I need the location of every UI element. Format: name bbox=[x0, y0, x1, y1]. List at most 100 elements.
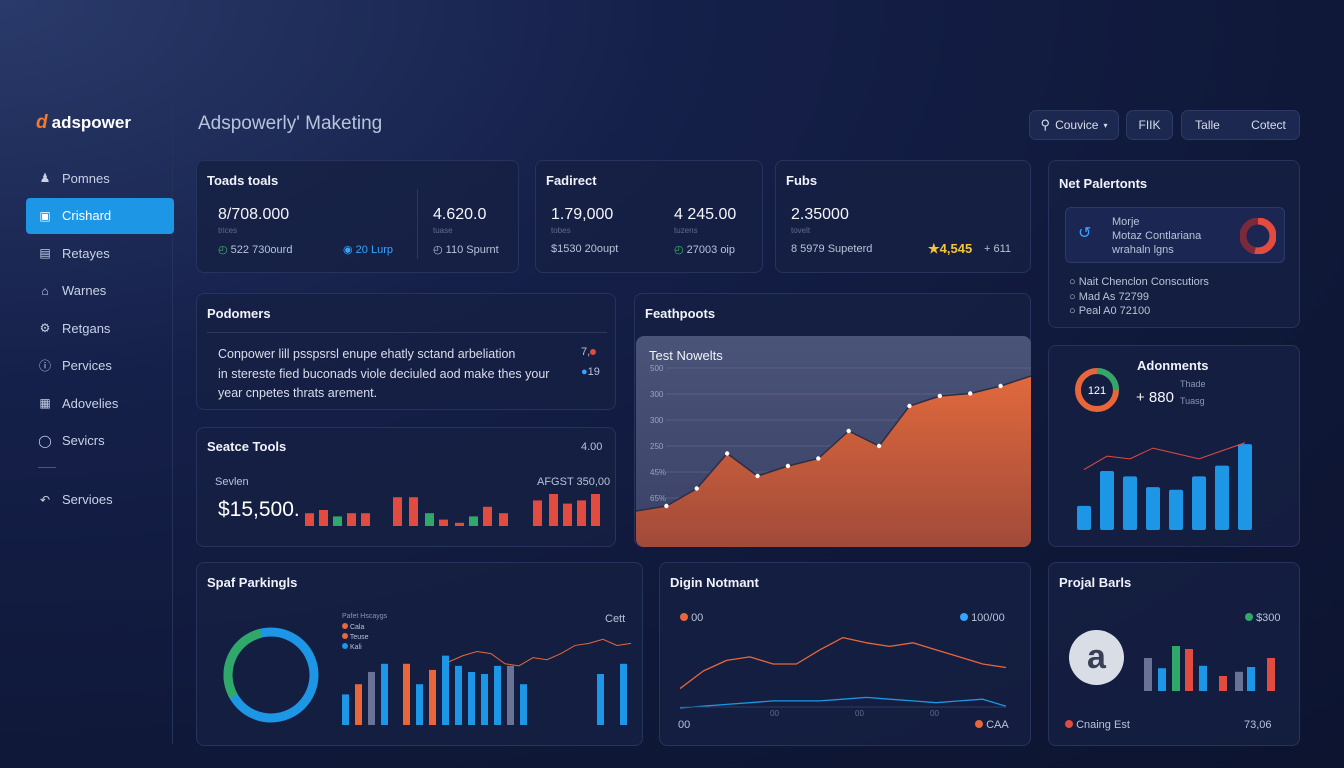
bar bbox=[442, 655, 449, 725]
sidebar-item-label: Warnes bbox=[62, 283, 107, 298]
bar bbox=[1215, 465, 1229, 530]
bar bbox=[1238, 444, 1252, 530]
search-button[interactable]: ⚲ Couvice ▾ bbox=[1029, 110, 1119, 140]
data-point bbox=[785, 463, 791, 469]
pin-icon: ● bbox=[581, 366, 588, 378]
sidebar-item-retayes[interactable]: ▤ Retayes bbox=[26, 235, 174, 271]
projal-bar-chart bbox=[1144, 646, 1275, 691]
stat-card-toads: Toads toals 8/708.000 trices ◴ 522 730ou… bbox=[196, 160, 519, 273]
talle-button[interactable]: Talle bbox=[1195, 118, 1220, 132]
legend-text: 100/00 bbox=[971, 612, 1005, 624]
sidebar-item-retgans[interactable]: ⚙ Retgans bbox=[26, 310, 174, 346]
data-point bbox=[968, 391, 973, 396]
bar bbox=[468, 671, 475, 725]
footer-text: Cnaing Est bbox=[1076, 719, 1130, 731]
star-icon: ★ bbox=[928, 241, 940, 256]
contact-button[interactable]: Cotect bbox=[1251, 118, 1286, 132]
bar bbox=[429, 669, 436, 725]
chat-icon: ◯ bbox=[38, 433, 52, 448]
nav-separator bbox=[38, 466, 56, 468]
data-point bbox=[937, 393, 943, 399]
spaf-bar-chart bbox=[342, 638, 632, 725]
sidebar-item-adovelies[interactable]: ▦ Adovelies bbox=[26, 385, 174, 421]
card-title: Seatce Tools bbox=[207, 439, 287, 454]
chevron-down-icon: ▾ bbox=[1103, 120, 1108, 130]
y-tick-label: 300 bbox=[650, 390, 664, 399]
brand-logo[interactable]: d adspower bbox=[36, 112, 131, 134]
folder-icon: ▣ bbox=[39, 208, 51, 223]
orange-dot bbox=[975, 720, 983, 728]
podomers-count-1: 7, bbox=[581, 346, 597, 358]
sidebar-item-crishard[interactable]: ▣ Crishard bbox=[26, 197, 174, 234]
sidebar-item-warnes[interactable]: ⌂ Warnes bbox=[26, 273, 174, 309]
data-point bbox=[846, 428, 851, 434]
donut-label: 121 bbox=[1088, 385, 1106, 397]
y-tick-label: 65% bbox=[650, 494, 666, 503]
legend-text: Cala bbox=[349, 624, 365, 631]
bar bbox=[355, 684, 362, 725]
digin-legend-left: 00 bbox=[680, 612, 703, 624]
stat-sublabel: trices bbox=[218, 226, 238, 235]
bar bbox=[1199, 665, 1207, 691]
bar bbox=[409, 497, 418, 526]
seatce-right-label: AFGST 350,00 bbox=[537, 476, 611, 488]
bar bbox=[499, 513, 508, 526]
red-dot bbox=[1065, 720, 1073, 728]
pie-slice bbox=[1240, 218, 1276, 254]
projal-footer: Cnaing Est bbox=[1065, 719, 1130, 731]
calendar-icon: ▦ bbox=[39, 396, 51, 410]
y-tick-label: 500 bbox=[650, 364, 664, 373]
y-tick-label: 250 bbox=[650, 442, 664, 451]
brand-name: adspower bbox=[51, 113, 131, 132]
spaf-right-label: Cett bbox=[605, 613, 626, 625]
net-summary-box[interactable]: ↺ Morje Motaz Contlariana wrahaln lgns bbox=[1065, 207, 1285, 263]
legend-text: Teuse bbox=[349, 634, 369, 641]
bar bbox=[620, 663, 627, 725]
card-divider bbox=[417, 189, 418, 259]
blue-dot bbox=[960, 613, 968, 621]
sidebar-item-pervices[interactable]: ⓘ Pervices bbox=[26, 348, 174, 384]
sidebar-item-pomnes[interactable]: ♟ Pomnes bbox=[26, 160, 174, 196]
sidebar-item-label: Pomnes bbox=[62, 170, 110, 186]
bar bbox=[416, 684, 423, 725]
stat-sublabel: tobes bbox=[551, 226, 571, 235]
sidebar-item-servioes[interactable]: ↶ Servioes bbox=[26, 482, 174, 518]
bar bbox=[368, 671, 375, 725]
bar bbox=[483, 506, 492, 526]
sidebar-item-label: Sevicrs bbox=[62, 433, 105, 448]
bar bbox=[549, 494, 558, 526]
adonments-value: + 880 bbox=[1136, 389, 1174, 406]
fiik-button[interactable]: FIIK bbox=[1126, 110, 1173, 140]
bar bbox=[305, 513, 314, 526]
bar bbox=[1077, 505, 1091, 530]
digin-card: Digin Notmant 00 100/00 00 00 00 00 CAA bbox=[659, 562, 1031, 746]
avatar[interactable]: a bbox=[1069, 630, 1124, 685]
axis-text: CAA bbox=[986, 719, 1009, 731]
card-title: Digin Notmant bbox=[670, 575, 759, 590]
digin-line-chart bbox=[680, 636, 1007, 709]
bar bbox=[1146, 487, 1160, 530]
stat-label: ◴ 110 Spurnt bbox=[433, 243, 499, 256]
bar bbox=[469, 516, 478, 526]
bar bbox=[1219, 676, 1227, 691]
stat-sublabel: tovelt bbox=[791, 226, 811, 235]
bar bbox=[563, 503, 572, 526]
sidebar-item-sevicrs[interactable]: ◯ Sevicrs bbox=[26, 423, 174, 459]
sidebar-divider bbox=[172, 104, 173, 744]
adonments-sub: Tuasg bbox=[1180, 396, 1205, 406]
bar bbox=[439, 519, 448, 526]
data-point bbox=[694, 486, 699, 491]
card-title: Adonments bbox=[1137, 358, 1209, 373]
seatce-card: Seatce Tools 4.00 Sevlen AFGST 350,00 $1… bbox=[196, 427, 616, 547]
red-dot bbox=[590, 349, 597, 355]
bar bbox=[1185, 649, 1193, 691]
status-badge[interactable]: ◉ 20 Lurp bbox=[343, 243, 393, 256]
star-value: 4,545 bbox=[939, 241, 973, 256]
text-line: year cnpetes thrats arement. bbox=[218, 386, 378, 400]
data-point bbox=[876, 443, 882, 449]
adonments-donut: 121 bbox=[1075, 368, 1119, 412]
data-point bbox=[907, 403, 912, 409]
page-title: Adspowerly' Maketing bbox=[198, 113, 383, 134]
